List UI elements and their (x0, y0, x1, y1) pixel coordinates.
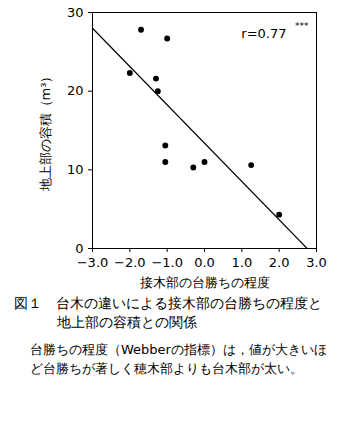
svg-text:0.0: 0.0 (194, 255, 215, 270)
svg-text:***: *** (295, 21, 309, 31)
svg-text:−1.0: −1.0 (151, 255, 183, 270)
html-text:台勝ちの程度（Webberの指標）は，値が大きいほど台勝ちが: 台勝ちの程度（Webberの指標）は，値が大きいほど台勝ちが著しく穂木部よりも台… (30, 342, 327, 376)
svg-text:2.0: 2.0 (269, 255, 290, 270)
svg-text:20: 20 (67, 83, 84, 98)
svg-text:10: 10 (67, 162, 84, 177)
svg-text:3.0: 3.0 (306, 255, 327, 270)
svg-text:0: 0 (75, 241, 83, 256)
svg-text:30: 30 (67, 5, 84, 20)
svg-text:1.0: 1.0 (231, 255, 252, 270)
svg-text:接木部の台勝ちの程度: 接木部の台勝ちの程度 (140, 275, 270, 290)
html-text:図１ 台木の違いによる接木部の台勝ちの程度と地上部の容積との: 図１ 台木の違いによる接木部の台勝ちの程度と地上部の容積との関係 (14, 295, 322, 330)
svg-text:−3.0: −3.0 (77, 255, 109, 270)
svg-text:r=0.77: r=0.77 (241, 26, 286, 41)
svg-text:−2.0: −2.0 (114, 255, 146, 270)
svg-text:地上部の容積（m³）: 地上部の容積（m³） (38, 70, 53, 193)
